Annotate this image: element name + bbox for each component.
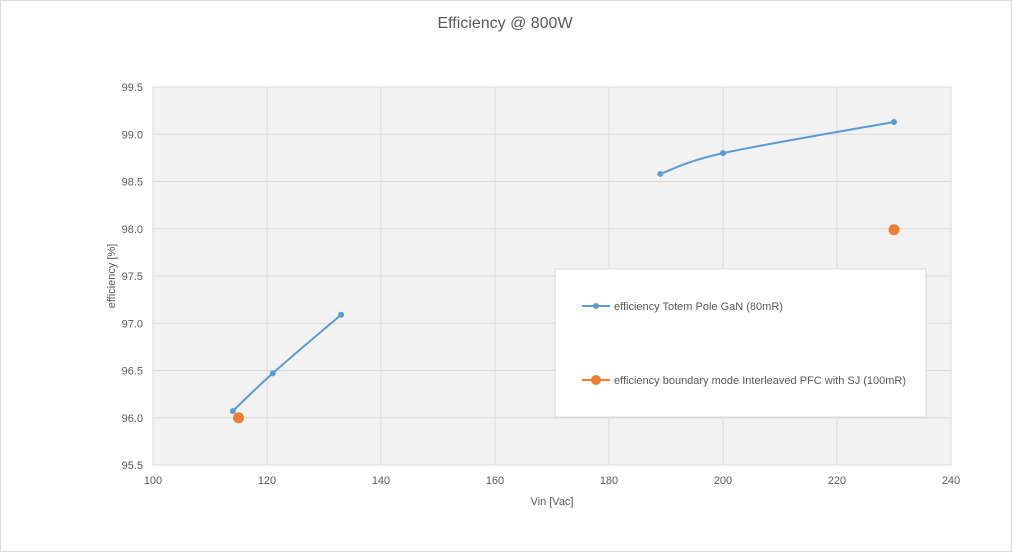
y-tick-label: 97.0: [122, 318, 143, 330]
x-tick-label: 180: [600, 475, 618, 487]
data-point-0: [229, 408, 236, 415]
x-tick-label: 120: [258, 475, 276, 487]
data-point-0: [891, 118, 897, 125]
x-tick-label: 160: [486, 475, 504, 487]
series-line-0: [659, 120, 895, 175]
x-tick-label: 100: [144, 475, 162, 487]
chart-title: Efficiency @ 800W: [437, 15, 573, 32]
legend-marker-gan: [593, 303, 599, 309]
legend-box: [554, 268, 927, 418]
y-tick-label: 99.5: [122, 82, 143, 94]
y-tick-label: 97.5: [122, 271, 143, 283]
y-tick-label: 98.5: [122, 177, 143, 189]
x-axis-label: Vin [Vac]: [530, 496, 573, 508]
legend-label-sj: efficiency boundary mode Interleaved PFC…: [614, 375, 906, 387]
data-point-0: [338, 311, 345, 318]
x-tick-label: 220: [828, 475, 846, 487]
y-tick-label: 99.0: [122, 129, 143, 141]
data-point-1: [233, 412, 244, 424]
data-point-0: [657, 170, 664, 177]
data-point-0: [269, 370, 276, 377]
y-tick-label: 95.5: [122, 460, 143, 472]
series-group: [229, 118, 900, 424]
y-axis-label: efficiency [%]: [106, 244, 118, 309]
data-point-1: [888, 224, 900, 236]
data-point-0: [720, 150, 726, 157]
legend: efficiency Totem Pole GaN (80mR) efficie…: [554, 268, 927, 418]
x-tick-label: 240: [942, 475, 960, 487]
x-tick-label: 200: [714, 475, 732, 487]
y-tick-label: 98.0: [122, 224, 143, 236]
y-tick-label: 96.0: [122, 413, 143, 425]
x-tick-labels: 100 120 140 160 180 200 220 240: [144, 475, 960, 487]
y-tick-label: 96.5: [122, 366, 143, 378]
legend-label-gan: efficiency Totem Pole GaN (80mR): [614, 301, 783, 313]
legend-marker-sj: [591, 375, 601, 385]
y-tick-labels: 95.5 96.0 96.5 97.0 97.5 98.0 98.5 99.0 99.5: [122, 82, 143, 472]
x-tick-label: 140: [372, 475, 390, 487]
